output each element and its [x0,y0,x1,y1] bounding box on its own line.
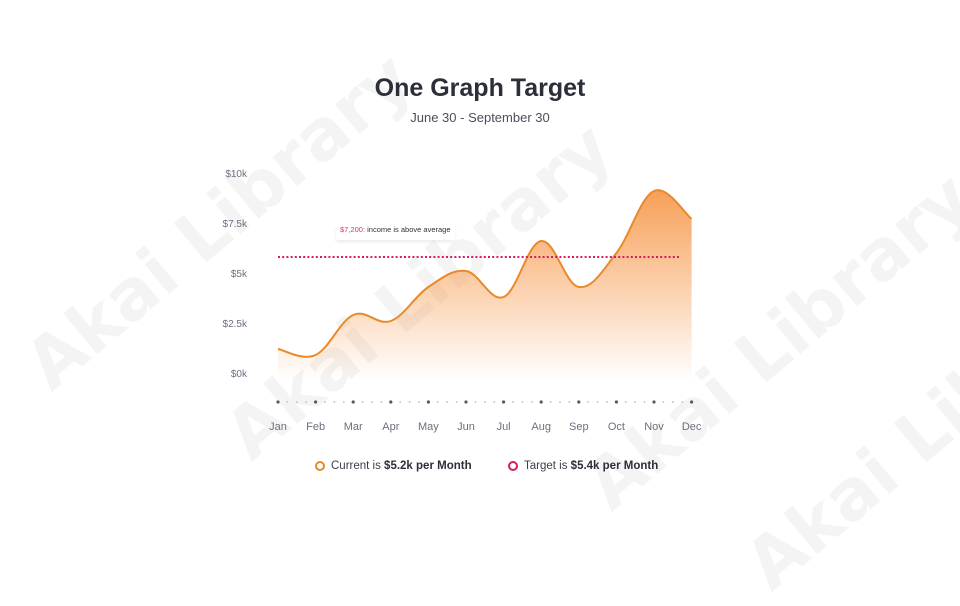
annotation-value: $7,200: [340,225,366,234]
chart-subtitle: June 30 - September 30 [410,110,550,125]
x-tick-dot [464,400,468,404]
x-minor-dot [643,401,646,403]
x-tick-dot [539,400,543,404]
x-minor-dot [568,401,571,403]
legend-target: Target is $5.4k per Month [508,460,658,472]
x-minor-dot [371,401,373,403]
x-minor-dot [662,401,665,403]
x-minor-dot [286,401,289,403]
x-tick-label: Feb [306,421,325,433]
x-minor-dot [483,401,486,403]
current-area [278,190,692,381]
x-tick-label: Jul [497,421,511,433]
x-minor-dot [361,401,364,403]
y-tick-label: $10k [225,169,248,180]
target-annotation: $7,200: income is above average [336,225,455,240]
current-line [277,189,693,358]
x-tick-dot [690,400,694,404]
x-tick-label: Nov [644,421,664,433]
x-minor-dot [521,401,524,403]
legend-current-text: Current is $5.2k per Month [331,460,472,472]
y-tick-label: $5k [231,269,248,280]
x-tick-dot [502,400,506,404]
current-legend-marker-icon [315,461,325,471]
y-tick-label: $2.5k [223,319,248,330]
x-tick-dot [314,400,318,404]
area-chart: $0k $2.5k $5k $7.5k $10k Jan Feb Mar Apr May Jun Ju… [223,169,702,433]
x-tick-label: Dec [682,421,702,433]
x-minor-dot [549,401,552,403]
x-minor-dot [587,401,590,403]
x-minor-dot [493,401,496,403]
x-minor-dot [634,401,637,403]
x-minor-dot [559,401,561,403]
x-tick-dot [389,400,393,404]
x-minor-dot [408,401,411,403]
target-legend-marker-icon [508,461,518,471]
x-tick-dot [426,400,430,404]
x-minor-dot [324,401,326,403]
x-tick-dot [276,400,280,404]
legend-current: Current is $5.2k per Month [315,460,472,472]
x-minor-dot [342,401,345,403]
y-tick-label: $7.5k [223,219,248,230]
x-minor-dot [305,401,308,403]
x-tick-label: Jan [269,421,287,433]
x-minor-dot [380,401,383,403]
x-tick-dot [614,400,619,404]
x-minor-dot [474,401,477,403]
x-tick-label: Aug [531,421,551,433]
x-minor-dot [530,401,533,403]
x-minor-dot [418,401,420,403]
x-minor-dot [596,401,599,403]
x-tick-dot [577,400,581,404]
legend-target-text: Target is $5.4k per Month [524,460,659,472]
x-minor-dot [512,401,514,403]
x-minor-dot [333,401,336,403]
x-tick-label: May [418,421,439,433]
y-tick-label: $0k [231,369,248,380]
x-tick-label: Mar [344,421,363,433]
x-minor-dot [455,401,458,403]
annotation-text: income is above average [365,225,451,234]
x-minor-dot [671,401,674,403]
chart-title: One Graph Target [374,74,586,102]
x-minor-dot [295,401,298,403]
x-tick-dot [652,400,656,404]
x-minor-dot [446,401,449,403]
x-minor-dot [624,401,627,403]
x-tick-label: Oct [608,421,625,433]
x-minor-dot [399,401,402,403]
x-minor-dot [606,401,608,403]
x-tick-label: Jun [457,421,475,433]
x-tick-label: Apr [382,421,399,433]
x-tick-dot [351,400,355,404]
x-minor-dot [436,401,439,403]
x-minor-dot [681,401,684,403]
x-tick-label: Sep [569,421,589,433]
